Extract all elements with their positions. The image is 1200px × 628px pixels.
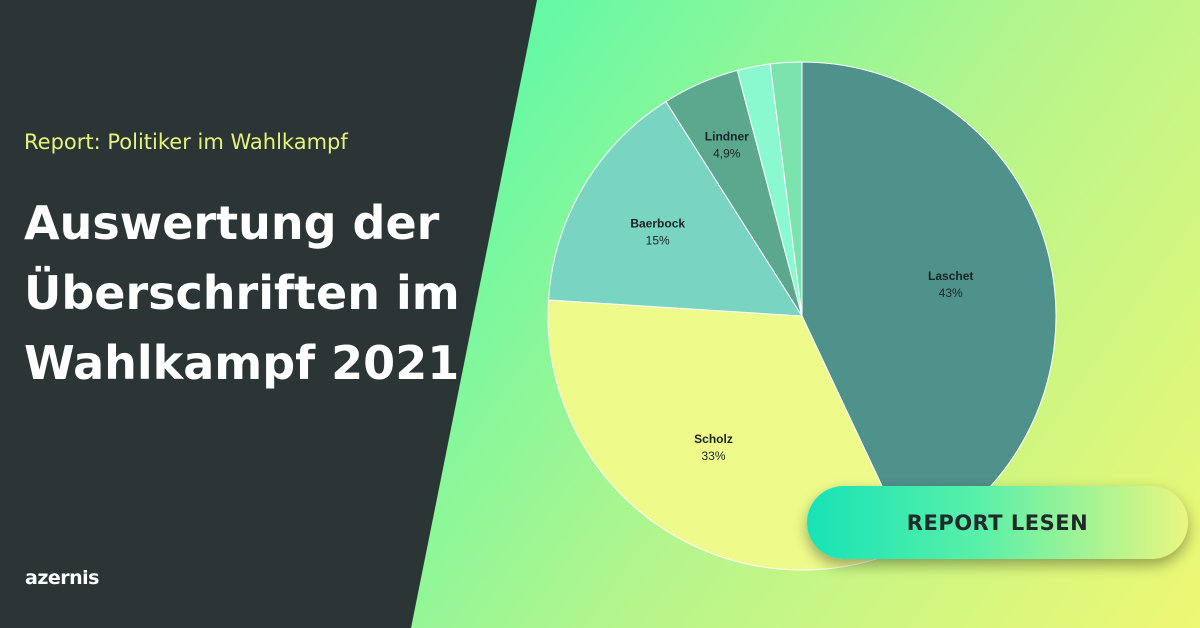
slice-label-scholz: Scholz xyxy=(694,432,733,446)
title-line-3: Wahlkampf 2021 xyxy=(24,336,460,390)
pie-slice-other-5 xyxy=(769,61,803,317)
pie-slice-baerbock xyxy=(547,100,803,317)
slice-label-lindner: Lindner xyxy=(705,130,749,144)
slice-value-baerbock: 15% xyxy=(646,234,670,248)
pie-slices xyxy=(547,61,1057,571)
slice-value-laschet: 43% xyxy=(939,286,963,300)
title-line-2: Überschriften im xyxy=(24,266,460,320)
report-lesen-button[interactable]: REPORT LESEN xyxy=(807,486,1188,559)
slice-value-scholz: 33% xyxy=(701,449,725,463)
slice-label-baerbock: Baerbock xyxy=(630,217,685,231)
kicker-text: Report: Politiker im Wahlkampf xyxy=(24,130,348,154)
page-title: Auswertung der Überschriften im Wahlkamp… xyxy=(24,188,494,398)
pie-labels: Laschet 43% Scholz 33% Baerbock 15% Lindner 4,9… xyxy=(630,130,973,464)
brand-logo: azernis xyxy=(25,567,99,589)
text-panel: Report: Politiker im Wahlkampf Auswertun… xyxy=(24,0,484,628)
slice-value-lindner: 4,9% xyxy=(713,147,741,161)
title-line-1: Auswertung der xyxy=(24,196,440,250)
slice-label-laschet: Laschet xyxy=(928,269,973,283)
